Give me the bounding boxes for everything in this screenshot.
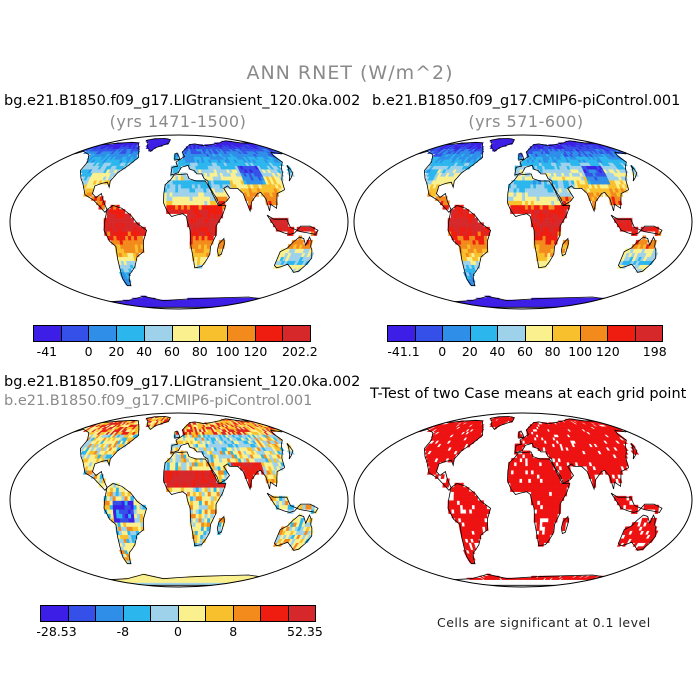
coastline-eurasia — [170, 418, 292, 491]
map-outline — [9, 412, 349, 588]
panel-title-top-left: bg.e21.B1850.f09_g17.LIGtransient_120.0k… — [4, 93, 361, 109]
colorbar-tick: 100 — [568, 344, 593, 359]
coastline-samerica — [103, 205, 148, 287]
map-bottom-right — [353, 412, 693, 588]
map-bottom-left — [9, 412, 349, 588]
coastline-indonesia — [266, 214, 319, 235]
map-outline — [353, 412, 693, 588]
coastline-samerica — [447, 205, 492, 287]
coastline-japan — [630, 164, 638, 182]
map-top-right — [353, 134, 693, 310]
coastline-namerica — [72, 141, 140, 214]
figure-title: ANN RNET (W/m^2) — [246, 62, 454, 84]
coastline-uk — [518, 430, 525, 439]
significance-note: Cells are significant at 0.1 level — [437, 615, 651, 630]
coastline-madagascar — [560, 237, 569, 257]
coastline-africa — [163, 451, 227, 547]
coastline-japan — [630, 442, 638, 460]
colorbar-tick: -8 — [116, 624, 130, 639]
colorbar-bottom-left — [40, 605, 316, 622]
coastline-australia — [273, 236, 313, 273]
colorbar-top-right — [387, 325, 663, 342]
colorbar-tick: 40 — [489, 344, 506, 359]
coastline-madagascar — [216, 237, 225, 257]
colorbar-tick: 198 — [642, 344, 667, 359]
map-top-left — [9, 134, 349, 310]
coastline-australia — [273, 514, 313, 551]
coastline-madagascar — [560, 515, 569, 535]
colorbar-tick: -41.1 — [387, 344, 420, 359]
coastline-indonesia — [610, 214, 663, 235]
coastline-japan — [286, 442, 294, 460]
map-outline — [9, 134, 349, 310]
coastline-greenland — [489, 138, 515, 152]
coastline-africa — [507, 173, 571, 269]
coastline-uk — [518, 152, 525, 161]
coastline-eurasia — [514, 140, 636, 213]
panel-subtitle-bottom-left: b.e21.B1850.f09_g17.CMIP6-piControl.001 — [4, 393, 313, 409]
colorbar-tick: 120 — [243, 344, 268, 359]
coastline-namerica — [416, 419, 484, 492]
colorbar-tick: -41 — [36, 344, 58, 359]
coastline-greenland — [145, 138, 171, 152]
coastline-namerica — [416, 141, 484, 214]
coastline-indonesia — [610, 492, 663, 513]
coastline-eurasia — [514, 418, 636, 491]
map-outline — [353, 134, 693, 310]
coastline-samerica — [447, 483, 492, 565]
colorbar-tick: 60 — [517, 344, 533, 359]
coastline-eurasia — [170, 140, 292, 213]
colorbar-tick: 52.35 — [287, 624, 323, 639]
colorbar-tick: 40 — [136, 344, 153, 359]
colorbar-tick: 80 — [544, 344, 561, 359]
panel-title-bottom-right: T-Test of two Case means at each grid po… — [370, 386, 687, 402]
colorbar-tick: 20 — [108, 344, 125, 359]
panel-title-top-right: b.e21.B1850.f09_g17.CMIP6-piControl.001 — [372, 93, 681, 109]
coastline-greenland — [145, 416, 171, 430]
coastline-greenland — [489, 416, 515, 430]
coastline-samerica — [103, 483, 148, 565]
panel-years-top-left: (yrs 1471-1500) — [109, 112, 247, 131]
panel-title-bottom-left: bg.e21.B1850.f09_g17.LIGtransient_120.0k… — [4, 374, 361, 390]
coastline-africa — [507, 451, 571, 547]
coastline-australia — [617, 514, 657, 551]
colorbar-tick: 20 — [461, 344, 478, 359]
coastline-uk — [174, 152, 181, 161]
colorbar-tick: 202.2 — [281, 344, 318, 359]
colorbar-tick: 8 — [229, 624, 238, 639]
coastline-indonesia — [266, 492, 319, 513]
colorbar-tick: 0 — [84, 344, 93, 359]
coastline-japan — [286, 164, 294, 182]
colorbar-tick: 0 — [174, 624, 182, 639]
colorbar-tick: 100 — [215, 344, 240, 359]
colorbar-tick: 0 — [438, 344, 447, 359]
panel-years-top-right: (yrs 571-600) — [468, 112, 584, 131]
colorbar-tick: 60 — [164, 344, 180, 359]
colorbar-tick: 80 — [191, 344, 208, 359]
coastline-uk — [174, 430, 181, 439]
coastline-namerica — [72, 419, 140, 492]
coastline-madagascar — [216, 515, 225, 535]
colorbar-top-left — [33, 325, 311, 342]
colorbar-tick: -28.53 — [36, 624, 77, 639]
coastline-africa — [163, 173, 227, 269]
colorbar-tick: 120 — [595, 344, 620, 359]
coastline-australia — [617, 236, 657, 273]
